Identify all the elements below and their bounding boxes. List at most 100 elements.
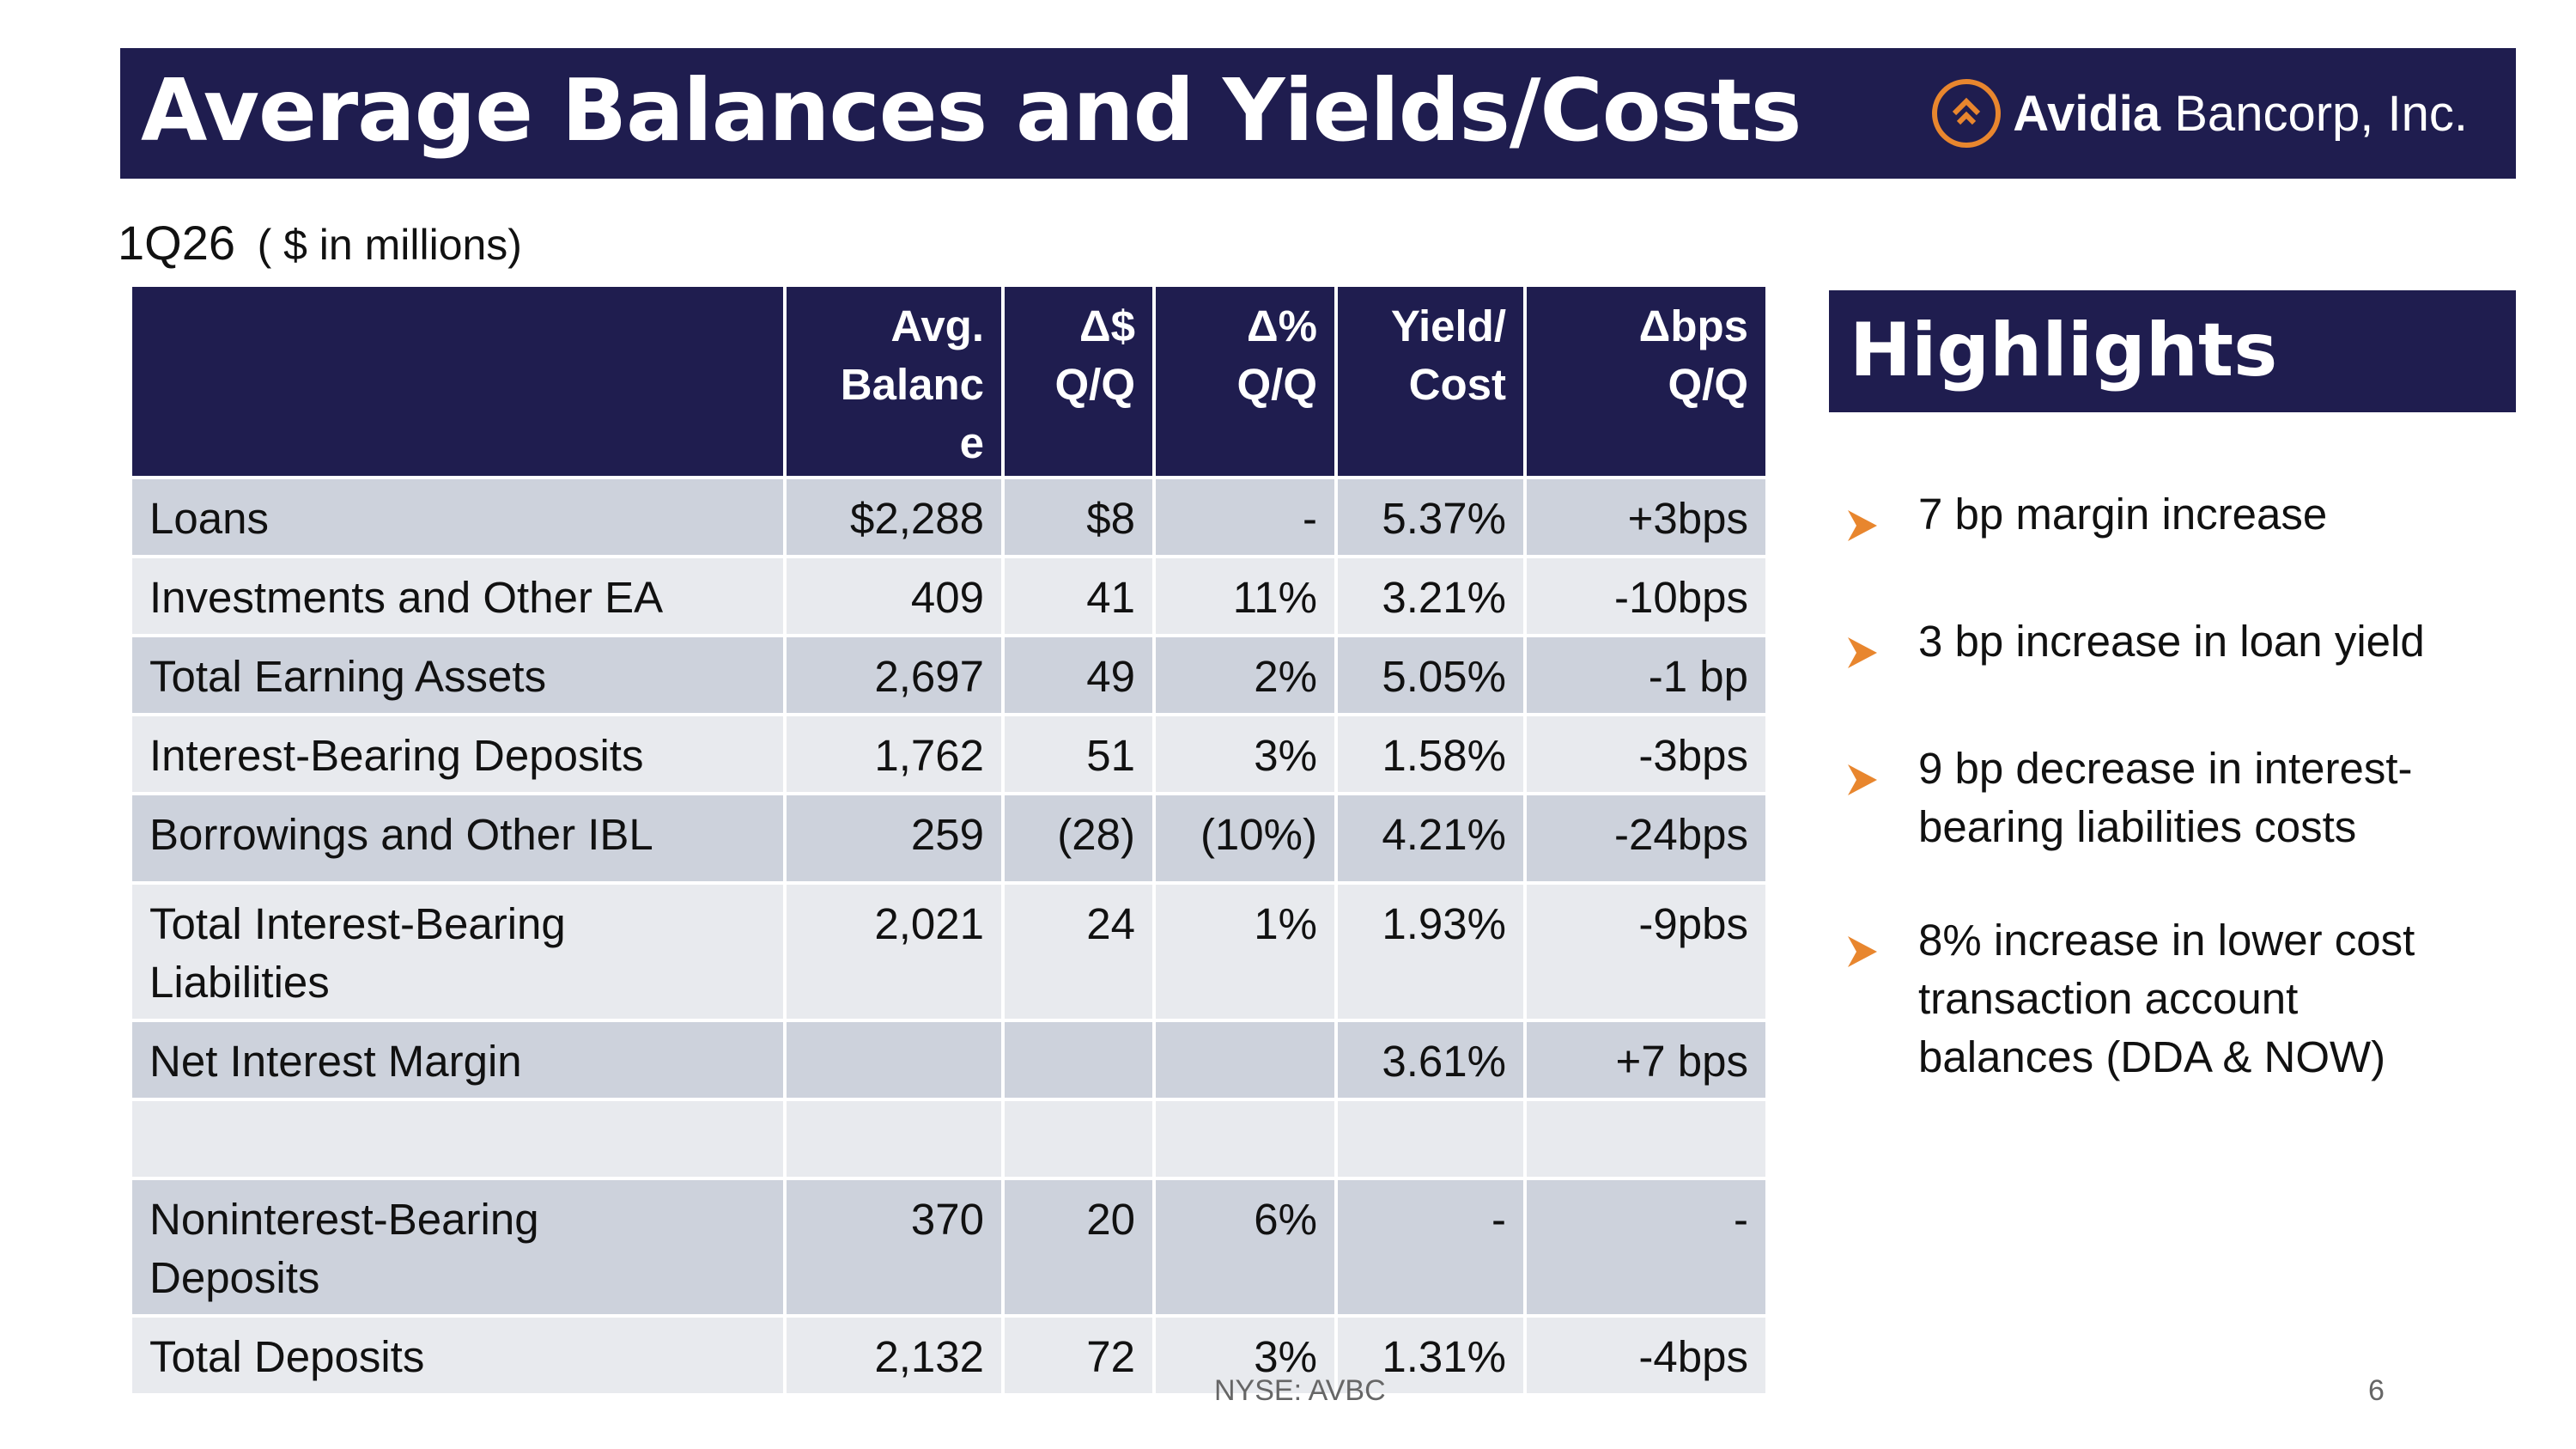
highlight-item: 9 bp decrease in interest- bearing liabi… bbox=[1844, 740, 2531, 856]
table-cell: 41 bbox=[1001, 555, 1156, 637]
table-cell bbox=[1334, 1098, 1527, 1180]
arrow-bullet-icon bbox=[1844, 740, 1918, 856]
table-cell: -9pbs bbox=[1523, 881, 1769, 1022]
company-logo: Avidia Bancorp, Inc. bbox=[1932, 74, 2468, 153]
title-bar: Average Balances and Yields/Costs Avidia… bbox=[120, 48, 2516, 179]
page-number: 6 bbox=[2368, 1374, 2385, 1407]
table-row: Investments and Other EA 409 41 11% 3.21% -10… bbox=[129, 555, 1769, 637]
table-cell bbox=[1152, 1098, 1338, 1180]
balances-table: Avg. Balanc e Δ$ Q/Q Δ% Q/Q Yield/ Cost Δbps… bbox=[129, 283, 1769, 1397]
table-cell bbox=[1523, 1098, 1769, 1180]
column-header: Avg. Balanc e bbox=[783, 283, 1005, 479]
table-cell: 51 bbox=[1001, 713, 1156, 795]
highlight-text: 7 bp margin increase bbox=[1918, 490, 2328, 539]
table-cell: 5.05% bbox=[1334, 634, 1527, 716]
footer-ticker: NYSE: AVBC bbox=[1214, 1374, 1386, 1407]
table-cell bbox=[783, 1019, 1005, 1101]
period-label: 1Q26 bbox=[118, 216, 235, 270]
row-label: Total Interest-Bearing Liabilities bbox=[129, 881, 787, 1022]
table-cell: -3bps bbox=[1523, 713, 1769, 795]
table-cell: 6% bbox=[1152, 1177, 1338, 1318]
table-cell: 259 bbox=[783, 792, 1005, 885]
row-label: Noninterest-Bearing Deposits bbox=[129, 1177, 787, 1318]
highlight-item: 3 bp increase in loan yield bbox=[1844, 612, 2531, 685]
table-cell: 3% bbox=[1152, 1314, 1338, 1397]
column-header: Δbps Q/Q bbox=[1523, 283, 1769, 479]
table-row: Total Earning Assets 2,697 49 2% 5.05% -1 bp bbox=[129, 634, 1769, 716]
table-cell: $8 bbox=[1001, 476, 1156, 558]
table-cell: - bbox=[1523, 1177, 1769, 1318]
table-cell: -24bps bbox=[1523, 792, 1769, 885]
table-cell bbox=[1001, 1098, 1156, 1180]
units-label: ( $ in millions) bbox=[257, 221, 522, 269]
column-header bbox=[129, 283, 787, 479]
table-cell: $2,288 bbox=[783, 476, 1005, 558]
table-row: Borrowings and Other IBL 259 (28) (10%) 4.21… bbox=[129, 792, 1769, 885]
period-subtitle: 1Q26 ( $ in millions) bbox=[118, 215, 522, 271]
table-cell bbox=[783, 1098, 1005, 1180]
logo-wordmark: Avidia Bancorp, Inc. bbox=[2013, 85, 2468, 142]
arrow-bullet-icon bbox=[1844, 485, 1918, 557]
table-row: Net Interest Margin 3.61% +7 bps bbox=[129, 1019, 1769, 1101]
table-cell: -4bps bbox=[1523, 1314, 1769, 1397]
highlight-text: 9 bp decrease in interest- bearing liabi… bbox=[1918, 744, 2413, 851]
table-cell: 1,762 bbox=[783, 713, 1005, 795]
highlight-item: 7 bp margin increase bbox=[1844, 485, 2531, 557]
page-title: Average Balances and Yields/Costs bbox=[141, 60, 1801, 161]
table-cell bbox=[1152, 1019, 1338, 1101]
table-cell: (10%) bbox=[1152, 792, 1338, 885]
table-cell: 409 bbox=[783, 555, 1005, 637]
table-cell: 4.21% bbox=[1334, 792, 1527, 885]
table-cell: 24 bbox=[1001, 881, 1156, 1022]
row-label: Total Deposits bbox=[129, 1314, 787, 1397]
table-row: Loans $2,288 $8-5.37% +3bps bbox=[129, 476, 1769, 558]
table-cell: +3bps bbox=[1523, 476, 1769, 558]
table-cell: 3.61% bbox=[1334, 1019, 1527, 1101]
column-header: Yield/ Cost bbox=[1334, 283, 1527, 479]
table-cell: 3% bbox=[1152, 713, 1338, 795]
row-label: Total Earning Assets bbox=[129, 634, 787, 716]
table-cell: 2% bbox=[1152, 634, 1338, 716]
table-cell: 2,697 bbox=[783, 634, 1005, 716]
table-cell: 72 bbox=[1001, 1314, 1156, 1397]
table-cell: 2,132 bbox=[783, 1314, 1005, 1397]
column-header: Δ% Q/Q bbox=[1152, 283, 1338, 479]
table-cell: - bbox=[1334, 1177, 1527, 1318]
table-cell: (28) bbox=[1001, 792, 1156, 885]
row-label bbox=[129, 1098, 787, 1180]
table-cell: +7 bps bbox=[1523, 1019, 1769, 1101]
table-cell: -1 bp bbox=[1523, 634, 1769, 716]
table-cell: 11% bbox=[1152, 555, 1338, 637]
highlight-text: 8% increase in lower cost transaction ac… bbox=[1918, 916, 2415, 1081]
highlight-item: 8% increase in lower cost transaction ac… bbox=[1844, 911, 2531, 1087]
table-row: Total Deposits 2,132 72 3% 1.31% -4bps bbox=[129, 1314, 1769, 1397]
row-label: Loans bbox=[129, 476, 787, 558]
table-cell: 1.31% bbox=[1334, 1314, 1527, 1397]
table-cell: 370 bbox=[783, 1177, 1005, 1318]
highlights-list: 7 bp margin increase 3 bp increase in loa… bbox=[1844, 485, 2531, 1142]
highlight-text: 3 bp increase in loan yield bbox=[1918, 617, 2425, 666]
highlights-title: Highlights bbox=[1850, 307, 2278, 393]
table-cell: 3.21% bbox=[1334, 555, 1527, 637]
table-cell: -10bps bbox=[1523, 555, 1769, 637]
row-label: Investments and Other EA bbox=[129, 555, 787, 637]
arrow-bullet-icon bbox=[1844, 612, 1918, 685]
row-label: Interest-Bearing Deposits bbox=[129, 713, 787, 795]
highlights-header: Highlights bbox=[1829, 290, 2516, 412]
arrow-bullet-icon bbox=[1844, 911, 1918, 1087]
row-label: Borrowings and Other IBL bbox=[129, 792, 787, 885]
table-row: Noninterest-Bearing Deposits 370 20 6% - - bbox=[129, 1177, 1769, 1318]
table-cell: - bbox=[1152, 476, 1338, 558]
column-header: Δ$ Q/Q bbox=[1001, 283, 1156, 479]
table-cell bbox=[1001, 1019, 1156, 1101]
table-cell: 49 bbox=[1001, 634, 1156, 716]
table-cell: 1.93% bbox=[1334, 881, 1527, 1022]
table-cell: 1% bbox=[1152, 881, 1338, 1022]
row-label: Net Interest Margin bbox=[129, 1019, 787, 1101]
table-cell: 1.58% bbox=[1334, 713, 1527, 795]
logo-icon bbox=[1932, 79, 2002, 148]
table-header-row: Avg. Balanc e Δ$ Q/Q Δ% Q/Q Yield/ Cost Δbps… bbox=[129, 283, 1769, 479]
table-cell: 5.37% bbox=[1334, 476, 1527, 558]
table-cell: 2,021 bbox=[783, 881, 1005, 1022]
table-row: Interest-Bearing Deposits 1,762 51 3% 1.58% -… bbox=[129, 713, 1769, 795]
